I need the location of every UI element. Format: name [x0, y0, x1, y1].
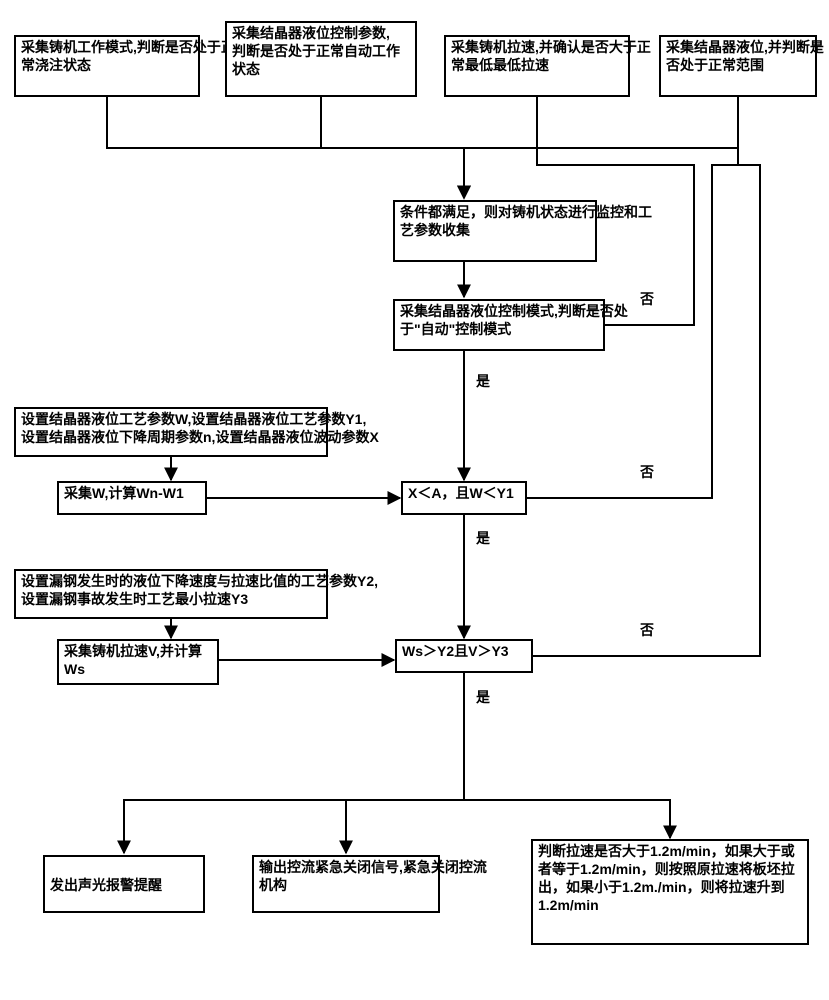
flow-node-n1: 采集铸机工作模式,判断是否处于正常浇注状态 [15, 36, 235, 96]
flow-edge-label: 是 [476, 373, 491, 389]
flow-edge-label: 否 [639, 464, 654, 480]
flow-node-n5: 条件都满足，则对铸机状态进行监控和工艺参数收集 [394, 201, 652, 261]
flow-node-n12: Ws＞Y2且V＞Y3 [396, 640, 532, 672]
flow-edge-label: 是 [476, 530, 491, 546]
flow-node-n10: 设置漏钢发生时的液位下降速度与拉速比值的工艺参数Y2,设置漏钢事故发生时工艺最小… [15, 570, 378, 618]
flow-node-n4: 采集结晶器液位,并判断是否处于正常范围 [660, 36, 825, 96]
flow-node-text: X＜A，且W＜Y1 [408, 485, 514, 501]
flow-edge [321, 96, 464, 198]
flow-edge-label: 是 [476, 689, 491, 705]
flow-edge [124, 672, 464, 853]
flow-node-text: 发出声光报警提醒 [49, 877, 162, 893]
flow-node-n6: 采集结晶器液位控制模式,判断是否处于"自动"控制模式 [394, 300, 629, 350]
flow-node-n11: 采集铸机拉速V,并计算Ws [58, 640, 218, 684]
flow-node-n7: 设置结晶器液位工艺参数W,设置结晶器液位工艺参数Y1,设置结晶器液位下降周期参数… [15, 408, 379, 456]
flow-node-text: 采集W,计算Wn-W1 [63, 485, 184, 501]
flow-edge [464, 672, 670, 838]
flow-node-n3: 采集铸机拉速,并确认是否大于正常最低最低拉速 [445, 36, 651, 96]
flow-node-n9: X＜A，且W＜Y1 [402, 482, 526, 514]
flow-node-n14: 输出控流紧急关闭信号,紧急关闭控流机构 [253, 856, 487, 912]
flow-edge [346, 672, 464, 853]
flow-edge-label: 否 [639, 622, 654, 638]
flow-edge-label: 否 [639, 291, 654, 307]
flow-node-n13: 发出声光报警提醒 [44, 856, 204, 912]
flow-node-n15: 判断拉速是否大于1.2m/min，如果大于或者等于1.2m/min，则按照原拉速… [532, 840, 808, 944]
flow-node-text: Ws＞Y2且V＞Y3 [402, 643, 509, 659]
flow-node-n8: 采集W,计算Wn-W1 [58, 482, 206, 514]
flow-node-n2: 采集结晶器液位控制参数,判断是否处于正常自动工作状态 [226, 22, 416, 96]
